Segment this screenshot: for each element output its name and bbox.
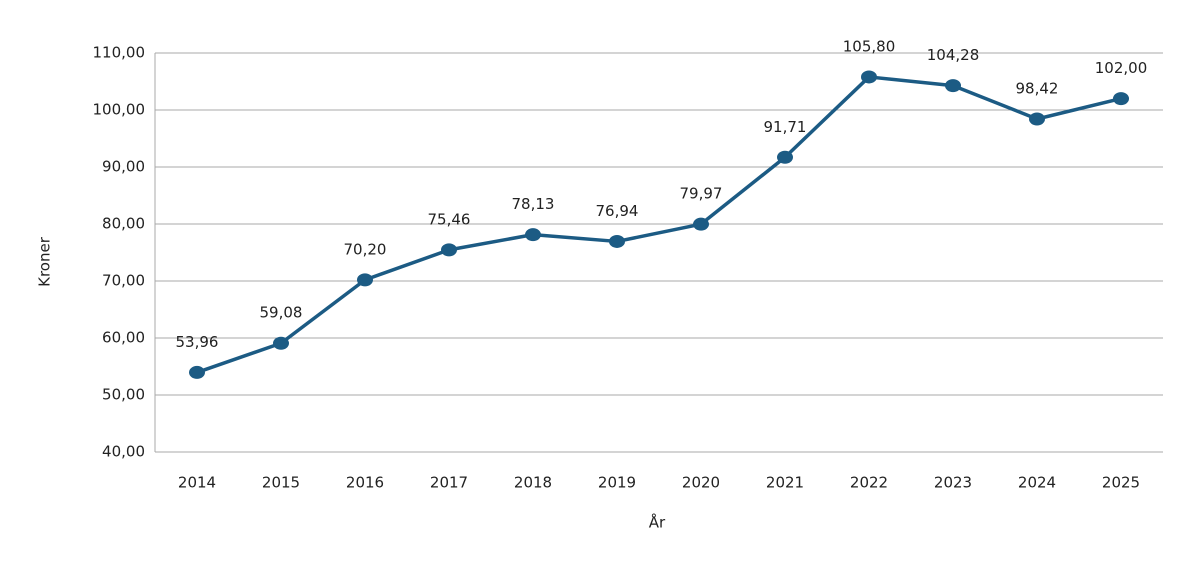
- data-label: 70,20: [344, 240, 387, 258]
- point: [441, 243, 457, 257]
- y-tick-label: 90,00: [102, 158, 145, 176]
- point: [945, 79, 961, 93]
- x-tick-label: 2023: [934, 474, 972, 492]
- point: [609, 234, 625, 248]
- y-tick-label: 60,00: [102, 329, 145, 347]
- line: [196, 75, 1122, 375]
- y-tick-label: 70,00: [102, 272, 145, 290]
- y-tick-label: 110,00: [93, 44, 146, 62]
- data-label: 78,13: [512, 195, 555, 213]
- x-tick-label: 2018: [514, 474, 552, 492]
- point: [693, 217, 709, 231]
- point: [525, 228, 541, 242]
- y-axis-title: Kroner: [36, 236, 54, 287]
- x-tick-label: 2022: [850, 474, 888, 492]
- point: [861, 70, 877, 84]
- x-tick-label: 2025: [1102, 474, 1140, 492]
- data-label: 59,08: [260, 304, 303, 322]
- data-label: 105,80: [843, 37, 896, 55]
- x-tick-label: 2014: [178, 474, 216, 492]
- data-label: 79,97: [680, 185, 723, 203]
- x-tick-label: 2017: [430, 474, 468, 492]
- data-label: 53,96: [176, 333, 219, 351]
- x-axis-title: År: [649, 513, 666, 532]
- y-tick-label: 100,00: [93, 101, 146, 119]
- x-tick-label: 2019: [598, 474, 636, 492]
- x-tick-label: 2024: [1018, 474, 1056, 492]
- point: [357, 273, 373, 287]
- x-tick-label: 2016: [346, 474, 384, 492]
- y-tick-label: 80,00: [102, 215, 145, 233]
- point: [1029, 112, 1045, 126]
- point: [189, 365, 205, 379]
- point: [1113, 92, 1129, 106]
- data-label: 98,42: [1016, 80, 1059, 98]
- data-label: 104,28: [927, 46, 980, 64]
- y-tick-label: 50,00: [102, 386, 145, 404]
- x-tick-label: 2021: [766, 474, 804, 492]
- x-tick-label: 2020: [682, 474, 720, 492]
- data-label: 75,46: [428, 210, 471, 228]
- data-label: 76,94: [596, 202, 639, 220]
- point: [273, 336, 289, 350]
- data-label: 102,00: [1095, 59, 1148, 77]
- x-tick-label: 2015: [262, 474, 300, 492]
- data-label: 91,71: [764, 118, 807, 136]
- y-tick-label: 40,00: [102, 443, 145, 461]
- point: [777, 150, 793, 164]
